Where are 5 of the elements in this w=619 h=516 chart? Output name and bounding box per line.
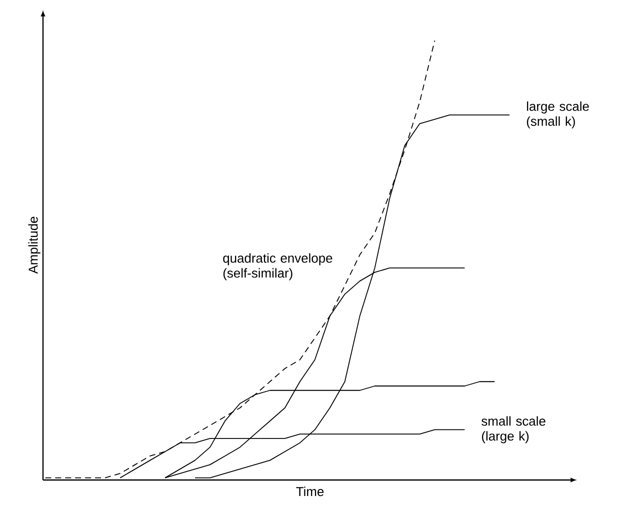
series-label: small scale (large k)	[482, 416, 546, 444]
series-label: quadratic envelope (self-similar)	[223, 253, 332, 280]
series-label: large scale (small k)	[526, 101, 589, 128]
y-axis-title: Amplitude	[28, 216, 40, 274]
x-axis-title: Time	[296, 486, 324, 496]
